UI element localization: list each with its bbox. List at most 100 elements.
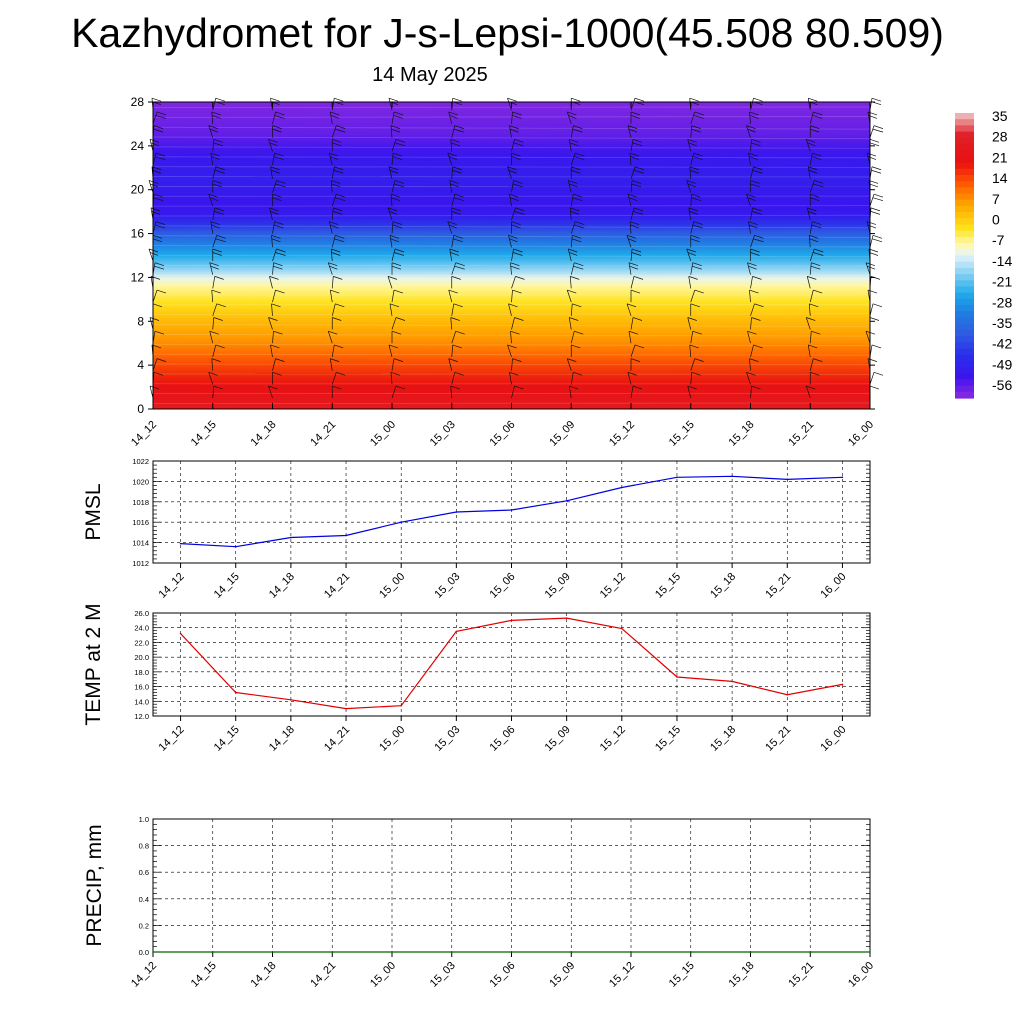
wind-barb bbox=[330, 180, 341, 193]
colorbar-box bbox=[955, 348, 974, 356]
wind-barb-flag bbox=[510, 330, 520, 335]
wind-barb-staff bbox=[808, 235, 811, 248]
wind-barb-flag bbox=[389, 303, 400, 308]
wind-barb-staff bbox=[690, 111, 696, 125]
wind-barb-flag bbox=[212, 183, 222, 188]
wind-barb-flag bbox=[747, 128, 756, 133]
wind-barb-flag bbox=[753, 97, 763, 102]
wind-barb-flag bbox=[153, 125, 164, 129]
wind-barb bbox=[809, 330, 821, 344]
wind-barb-flag bbox=[273, 265, 283, 270]
wind-barb-flag bbox=[686, 248, 696, 253]
wind-barb-staff bbox=[389, 303, 393, 316]
wind-barb-staff bbox=[507, 98, 512, 111]
data-point bbox=[331, 951, 334, 953]
wind-barb bbox=[750, 180, 760, 193]
wind-barb-flag bbox=[213, 139, 223, 143]
wind-barb-flag bbox=[634, 166, 645, 171]
wind-barb-flag bbox=[572, 197, 583, 201]
wind-barb-staff bbox=[511, 385, 515, 399]
x-tick-label: 15_15 bbox=[667, 960, 697, 990]
wind-barb-flag bbox=[394, 248, 405, 253]
data-point bbox=[271, 951, 274, 953]
wind-barb bbox=[389, 303, 400, 316]
colorbar-box bbox=[955, 181, 974, 188]
wind-barb-flag bbox=[810, 265, 821, 270]
chart-title: Kazhydromet for J-s-Lepsi-1000(45.508 80… bbox=[71, 10, 944, 56]
wind-barb-flag bbox=[809, 234, 819, 239]
wind-barb-flag bbox=[632, 385, 643, 390]
x-tick-label: 15_15 bbox=[653, 724, 683, 754]
wind-barb-flag bbox=[750, 248, 760, 253]
wind-barb-staff bbox=[451, 331, 457, 344]
colorbar-box bbox=[955, 336, 974, 343]
wind-barb-staff bbox=[449, 248, 453, 262]
wind-barb bbox=[272, 371, 282, 385]
wind-barb-staff bbox=[627, 125, 632, 138]
isotherm-line bbox=[152, 116, 871, 118]
wind-barb-flag bbox=[515, 207, 525, 212]
wind-barb-flag bbox=[692, 262, 702, 267]
wind-barb-flag bbox=[395, 317, 406, 321]
wind-barb-flag bbox=[513, 142, 524, 147]
colorbar-box bbox=[955, 137, 974, 145]
wind-barb-flag bbox=[810, 371, 820, 376]
wind-barb-flag bbox=[753, 166, 763, 171]
wind-barb bbox=[331, 371, 346, 385]
wind-barb bbox=[270, 166, 280, 179]
wind-barb bbox=[807, 166, 818, 179]
wind-barb-staff bbox=[570, 152, 576, 166]
wind-barb-flag bbox=[813, 289, 823, 294]
wind-barb-flag bbox=[634, 344, 645, 349]
data-point bbox=[621, 627, 623, 630]
data-point bbox=[786, 693, 789, 696]
wind-barb bbox=[690, 111, 704, 125]
wind-barb-flag bbox=[330, 289, 340, 294]
wind-barb-flag bbox=[692, 156, 703, 160]
x-tick-label: 14_21 bbox=[308, 419, 338, 449]
wind-barb-staff bbox=[628, 331, 632, 344]
wind-barb-staff bbox=[329, 111, 333, 124]
wind-barb bbox=[211, 358, 221, 371]
wind-barb-flag bbox=[453, 197, 464, 201]
wind-barb-flag bbox=[513, 248, 523, 253]
wind-barb-flag bbox=[276, 248, 286, 253]
wind-barb-staff bbox=[570, 221, 576, 234]
wind-barb bbox=[451, 330, 465, 344]
wind-barb-flag bbox=[208, 193, 218, 198]
wind-barb-flag bbox=[631, 183, 642, 188]
wind-barb bbox=[687, 385, 697, 399]
wind-barb bbox=[272, 152, 284, 166]
wind-barb-flag bbox=[693, 152, 703, 157]
wind-barb-staff bbox=[508, 235, 512, 248]
wind-barb-flag bbox=[393, 115, 404, 119]
wind-barb-staff bbox=[750, 317, 752, 330]
wind-barb bbox=[630, 139, 643, 152]
wind-barb-flag bbox=[152, 234, 163, 239]
wind-barb bbox=[626, 303, 637, 316]
wind-barb-flag bbox=[873, 193, 884, 198]
wind-barb bbox=[628, 330, 639, 344]
y-tick-label: 12.0 bbox=[134, 712, 149, 721]
wind-barb bbox=[388, 344, 399, 358]
wind-barb bbox=[809, 180, 824, 193]
wind-barb-flag bbox=[812, 252, 824, 256]
wind-barb-staff bbox=[451, 235, 455, 248]
wind-barb-staff bbox=[750, 98, 754, 111]
wind-barb-flag bbox=[571, 238, 582, 243]
wind-barb-flag bbox=[749, 115, 759, 119]
wind-barb-flag bbox=[155, 221, 166, 225]
wind-barb-flag bbox=[389, 211, 398, 215]
wind-barb bbox=[690, 330, 702, 344]
wind-barb-staff bbox=[268, 139, 273, 152]
wind-barb bbox=[507, 344, 517, 358]
wind-barb bbox=[566, 358, 577, 371]
wind-barb-flag bbox=[812, 152, 822, 157]
wind-barb-staff bbox=[749, 290, 751, 303]
wind-barb-flag bbox=[629, 152, 640, 157]
wind-barb-flag bbox=[394, 180, 405, 184]
wind-barb-flag bbox=[869, 252, 879, 256]
wind-barb-flag bbox=[395, 139, 406, 143]
wind-barb-staff bbox=[690, 194, 693, 207]
wind-barb-staff bbox=[272, 111, 276, 125]
